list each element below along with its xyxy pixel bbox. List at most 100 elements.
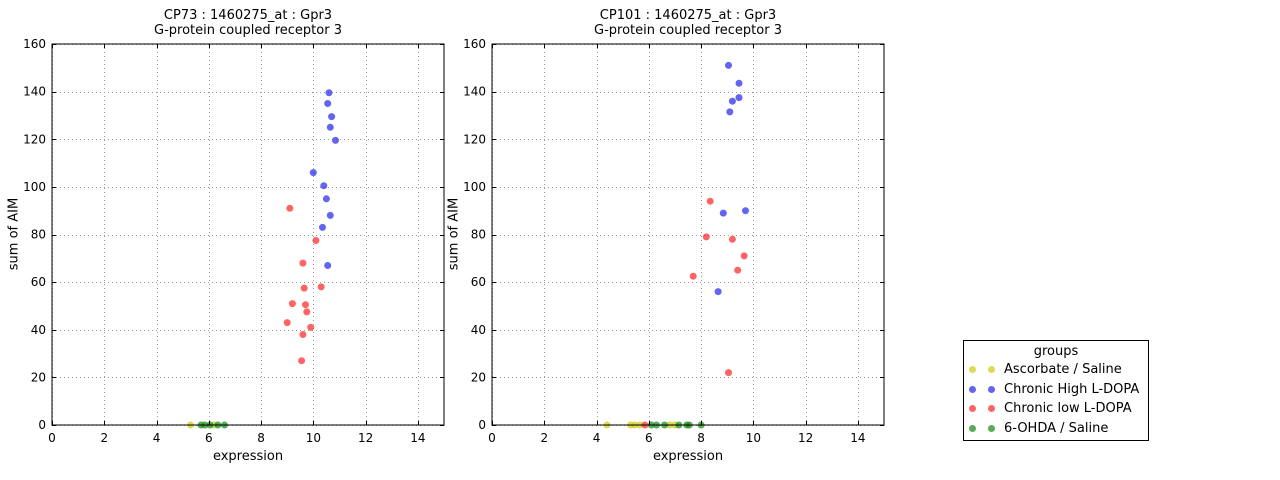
cp73-subtitle: G-protein coupled receptor 3 (154, 23, 342, 38)
y-tick-label: 20 (471, 370, 486, 384)
legend-title: groups (1033, 344, 1079, 359)
legend-entry: 6-OHDA / Saline (964, 419, 1148, 439)
x-tick-label: 12 (358, 431, 373, 445)
legend-entry-label: Ascorbate / Saline (1004, 362, 1122, 378)
x-tick-label: 10 (746, 431, 761, 445)
data-point (299, 259, 307, 267)
data-point (725, 61, 732, 69)
data-point (702, 233, 710, 241)
x-tick-label: 8 (697, 431, 705, 445)
legend-marker-icon (969, 385, 976, 393)
data-point (302, 301, 309, 309)
legend-marker-icon (988, 424, 995, 432)
x-tick-label: 12 (798, 431, 813, 445)
data-point (307, 323, 315, 331)
data-point (706, 197, 714, 205)
x-tick-label: 14 (850, 431, 865, 445)
data-point (326, 123, 334, 131)
cp73-title: CP73 : 1460275_at : Gpr3 (163, 8, 333, 23)
x-tick-label: 2 (540, 431, 548, 445)
data-point (324, 100, 332, 107)
x-tick-label: 4 (593, 431, 601, 445)
y-tick-label: 0 (38, 418, 46, 432)
x-tick-label: 8 (257, 431, 265, 445)
legend-entry: Chronic High L-DOPA (964, 380, 1148, 400)
data-point (286, 204, 294, 212)
data-point (725, 369, 732, 377)
data-point (299, 331, 307, 338)
cp101-subtitle: G-protein coupled receptor 3 (594, 23, 782, 38)
y-tick-label: 40 (471, 323, 486, 337)
legend-entry-label: 6-OHDA / Saline (1004, 420, 1109, 436)
legend-entry-label: Chronic High L-DOPA (1004, 381, 1140, 397)
data-point (689, 272, 697, 280)
legend-entry: Ascorbate / Saline (964, 360, 1148, 380)
x-tick-label: 6 (645, 431, 653, 445)
cp101-yaxis-label: sum of AIM (446, 197, 462, 271)
data-point (283, 319, 291, 327)
x-tick-label: 4 (153, 431, 161, 445)
x-tick-label: 14 (410, 431, 425, 445)
y-tick-label: 160 (23, 37, 46, 51)
legend-marker-icon (988, 385, 995, 393)
y-tick-label: 20 (31, 370, 46, 384)
y-tick-label: 80 (471, 228, 486, 242)
x-tick-label: 6 (205, 431, 213, 445)
data-point (728, 235, 736, 243)
data-point (324, 262, 332, 269)
y-tick-label: 60 (31, 275, 46, 289)
legend-marker-icon (969, 405, 976, 413)
y-tick-label: 0 (478, 418, 486, 432)
data-point (309, 169, 317, 177)
data-point (320, 182, 328, 190)
y-tick-label: 160 (463, 37, 486, 51)
x-tick-label: 10 (306, 431, 321, 445)
legend-marker-icon (988, 366, 995, 374)
data-point (726, 108, 734, 116)
data-point (300, 284, 308, 292)
legend-marker-icon (969, 366, 976, 374)
legend-entry: Chronic low L-DOPA (964, 399, 1148, 419)
y-tick-label: 40 (31, 323, 46, 337)
data-point (714, 288, 722, 296)
y-tick-label: 120 (463, 132, 486, 146)
y-tick-label: 60 (471, 275, 486, 289)
y-tick-label: 100 (23, 180, 46, 194)
cp73-xaxis-label: expression (212, 449, 284, 464)
data-point (325, 89, 333, 97)
data-point (728, 97, 736, 105)
data-point (312, 237, 320, 244)
data-point (317, 283, 325, 291)
data-point (322, 195, 330, 203)
plot-frame (491, 43, 885, 426)
data-point (735, 94, 743, 102)
plot-frame (51, 43, 445, 426)
data-point (288, 300, 296, 308)
data-point (740, 252, 748, 260)
legend-rows: Ascorbate / Saline Chronic High L-DOPA Chr… (964, 360, 1148, 438)
data-point (326, 211, 334, 219)
legend-marker-icon (988, 405, 995, 413)
data-point (734, 266, 742, 274)
x-tick-label: 0 (488, 431, 496, 445)
cp73-yaxis-label: sum of AIM (6, 197, 22, 271)
y-tick-label: 140 (463, 85, 486, 99)
data-point (319, 223, 326, 231)
x-tick-label: 2 (100, 431, 108, 445)
data-point (742, 207, 749, 215)
data-point (328, 113, 336, 121)
legend: groups Ascorbate / Saline Chronic High L-… (963, 340, 1149, 441)
data-point (735, 79, 743, 87)
cp101-title: CP101 : 1460275_at : Gpr3 (599, 8, 777, 23)
legend-entry-label: Chronic low L-DOPA (1004, 401, 1132, 417)
legend-marker-icon (969, 424, 976, 432)
data-point (303, 308, 311, 316)
cp101-xaxis-label: expression (652, 449, 724, 464)
y-tick-label: 120 (23, 132, 46, 146)
data-point (719, 209, 727, 217)
y-tick-label: 140 (23, 85, 46, 99)
y-tick-label: 80 (31, 228, 46, 242)
